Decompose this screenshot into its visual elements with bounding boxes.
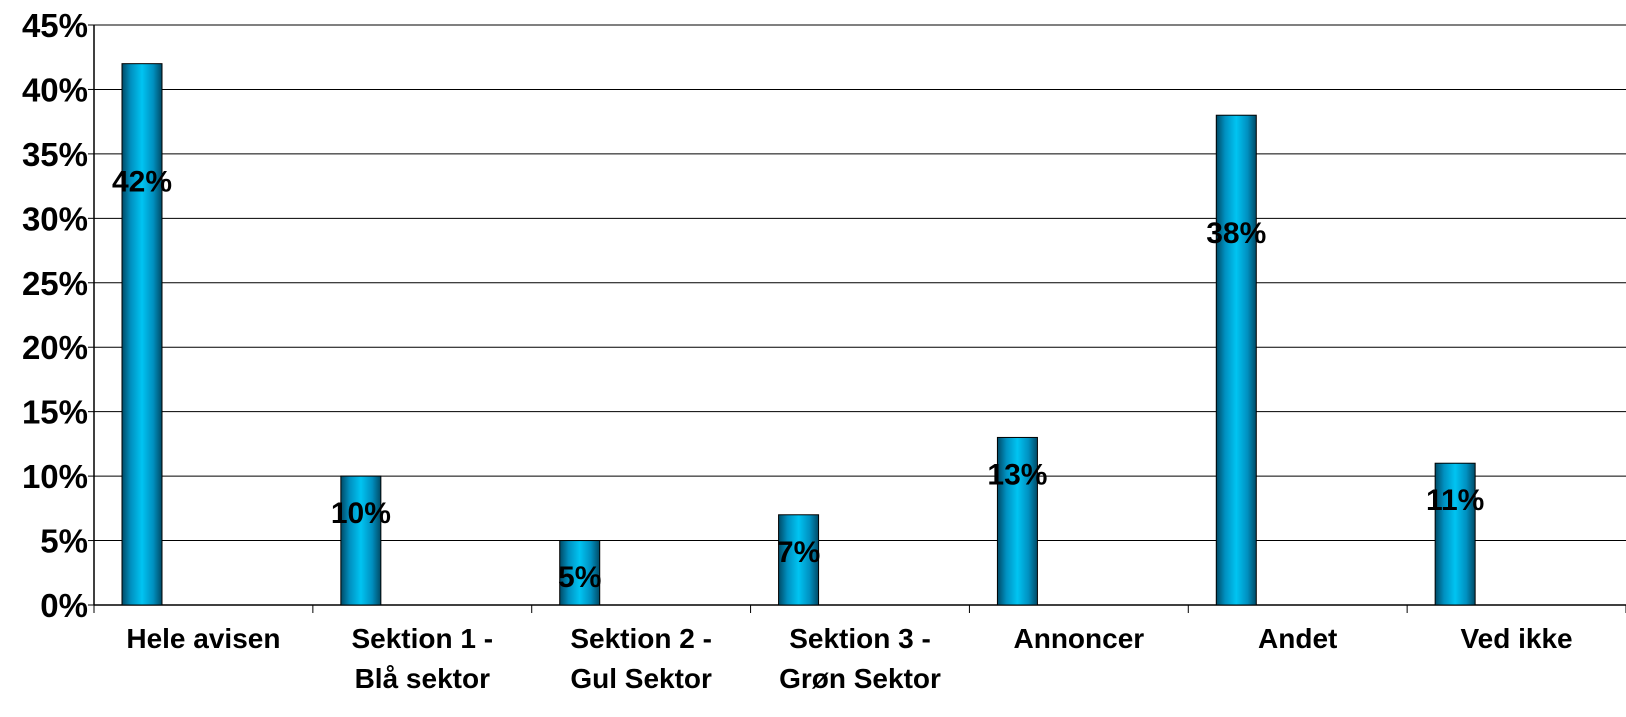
- y-tick-label: 5%: [40, 523, 88, 560]
- axes: [88, 24, 1626, 613]
- x-category-label: Annoncer: [1014, 623, 1145, 654]
- x-category-label: Blå sektor: [355, 663, 490, 694]
- y-tick-label: 25%: [22, 265, 88, 302]
- data-label: 38%: [1206, 217, 1266, 250]
- y-tick-label: 30%: [22, 200, 88, 237]
- y-tick-label: 15%: [22, 394, 88, 431]
- x-category-label: Sektion 2 -: [570, 623, 712, 654]
- x-category-label: Grøn Sektor: [779, 663, 941, 694]
- y-tick-label: 20%: [22, 329, 88, 366]
- data-label: 10%: [331, 497, 391, 530]
- y-tick-label: 40%: [22, 71, 88, 108]
- bar: [121, 63, 163, 606]
- y-tick-label: 0%: [40, 587, 88, 624]
- x-category-label: Andet: [1258, 623, 1337, 654]
- y-tick-label: 10%: [22, 458, 88, 495]
- data-label: 5%: [558, 561, 601, 594]
- data-label: 11%: [1426, 484, 1484, 517]
- data-label: 42%: [112, 166, 172, 199]
- bar: [559, 540, 601, 606]
- x-category-label: Hele avisen: [126, 623, 280, 654]
- bars: [121, 63, 1476, 606]
- bar: [1434, 462, 1476, 606]
- data-label: 13%: [987, 458, 1047, 491]
- x-category-label: Sektion 3 -: [789, 623, 931, 654]
- bar: [1215, 114, 1257, 606]
- data-labels: 42% 10% 5% 7% 13% 38% 11%: [112, 166, 1484, 594]
- y-axis-tick-labels: 0% 5% 10% 15% 20% 25% 30% 35% 40% 45%: [22, 7, 88, 624]
- y-tick-label: 45%: [22, 7, 88, 44]
- gridlines: [94, 24, 1626, 542]
- bar: [996, 436, 1038, 606]
- x-category-label: Sektion 1 -: [351, 623, 493, 654]
- data-label: 7%: [777, 536, 820, 569]
- x-axis-category-labels: Hele avisen Sektion 1 - Blå sektor Sektion …: [126, 623, 1572, 694]
- bar: [778, 514, 820, 606]
- x-category-label: Gul Sektor: [570, 663, 712, 694]
- bar: [340, 475, 382, 606]
- x-category-label: Ved ikke: [1461, 623, 1573, 654]
- y-tick-label: 35%: [22, 136, 88, 173]
